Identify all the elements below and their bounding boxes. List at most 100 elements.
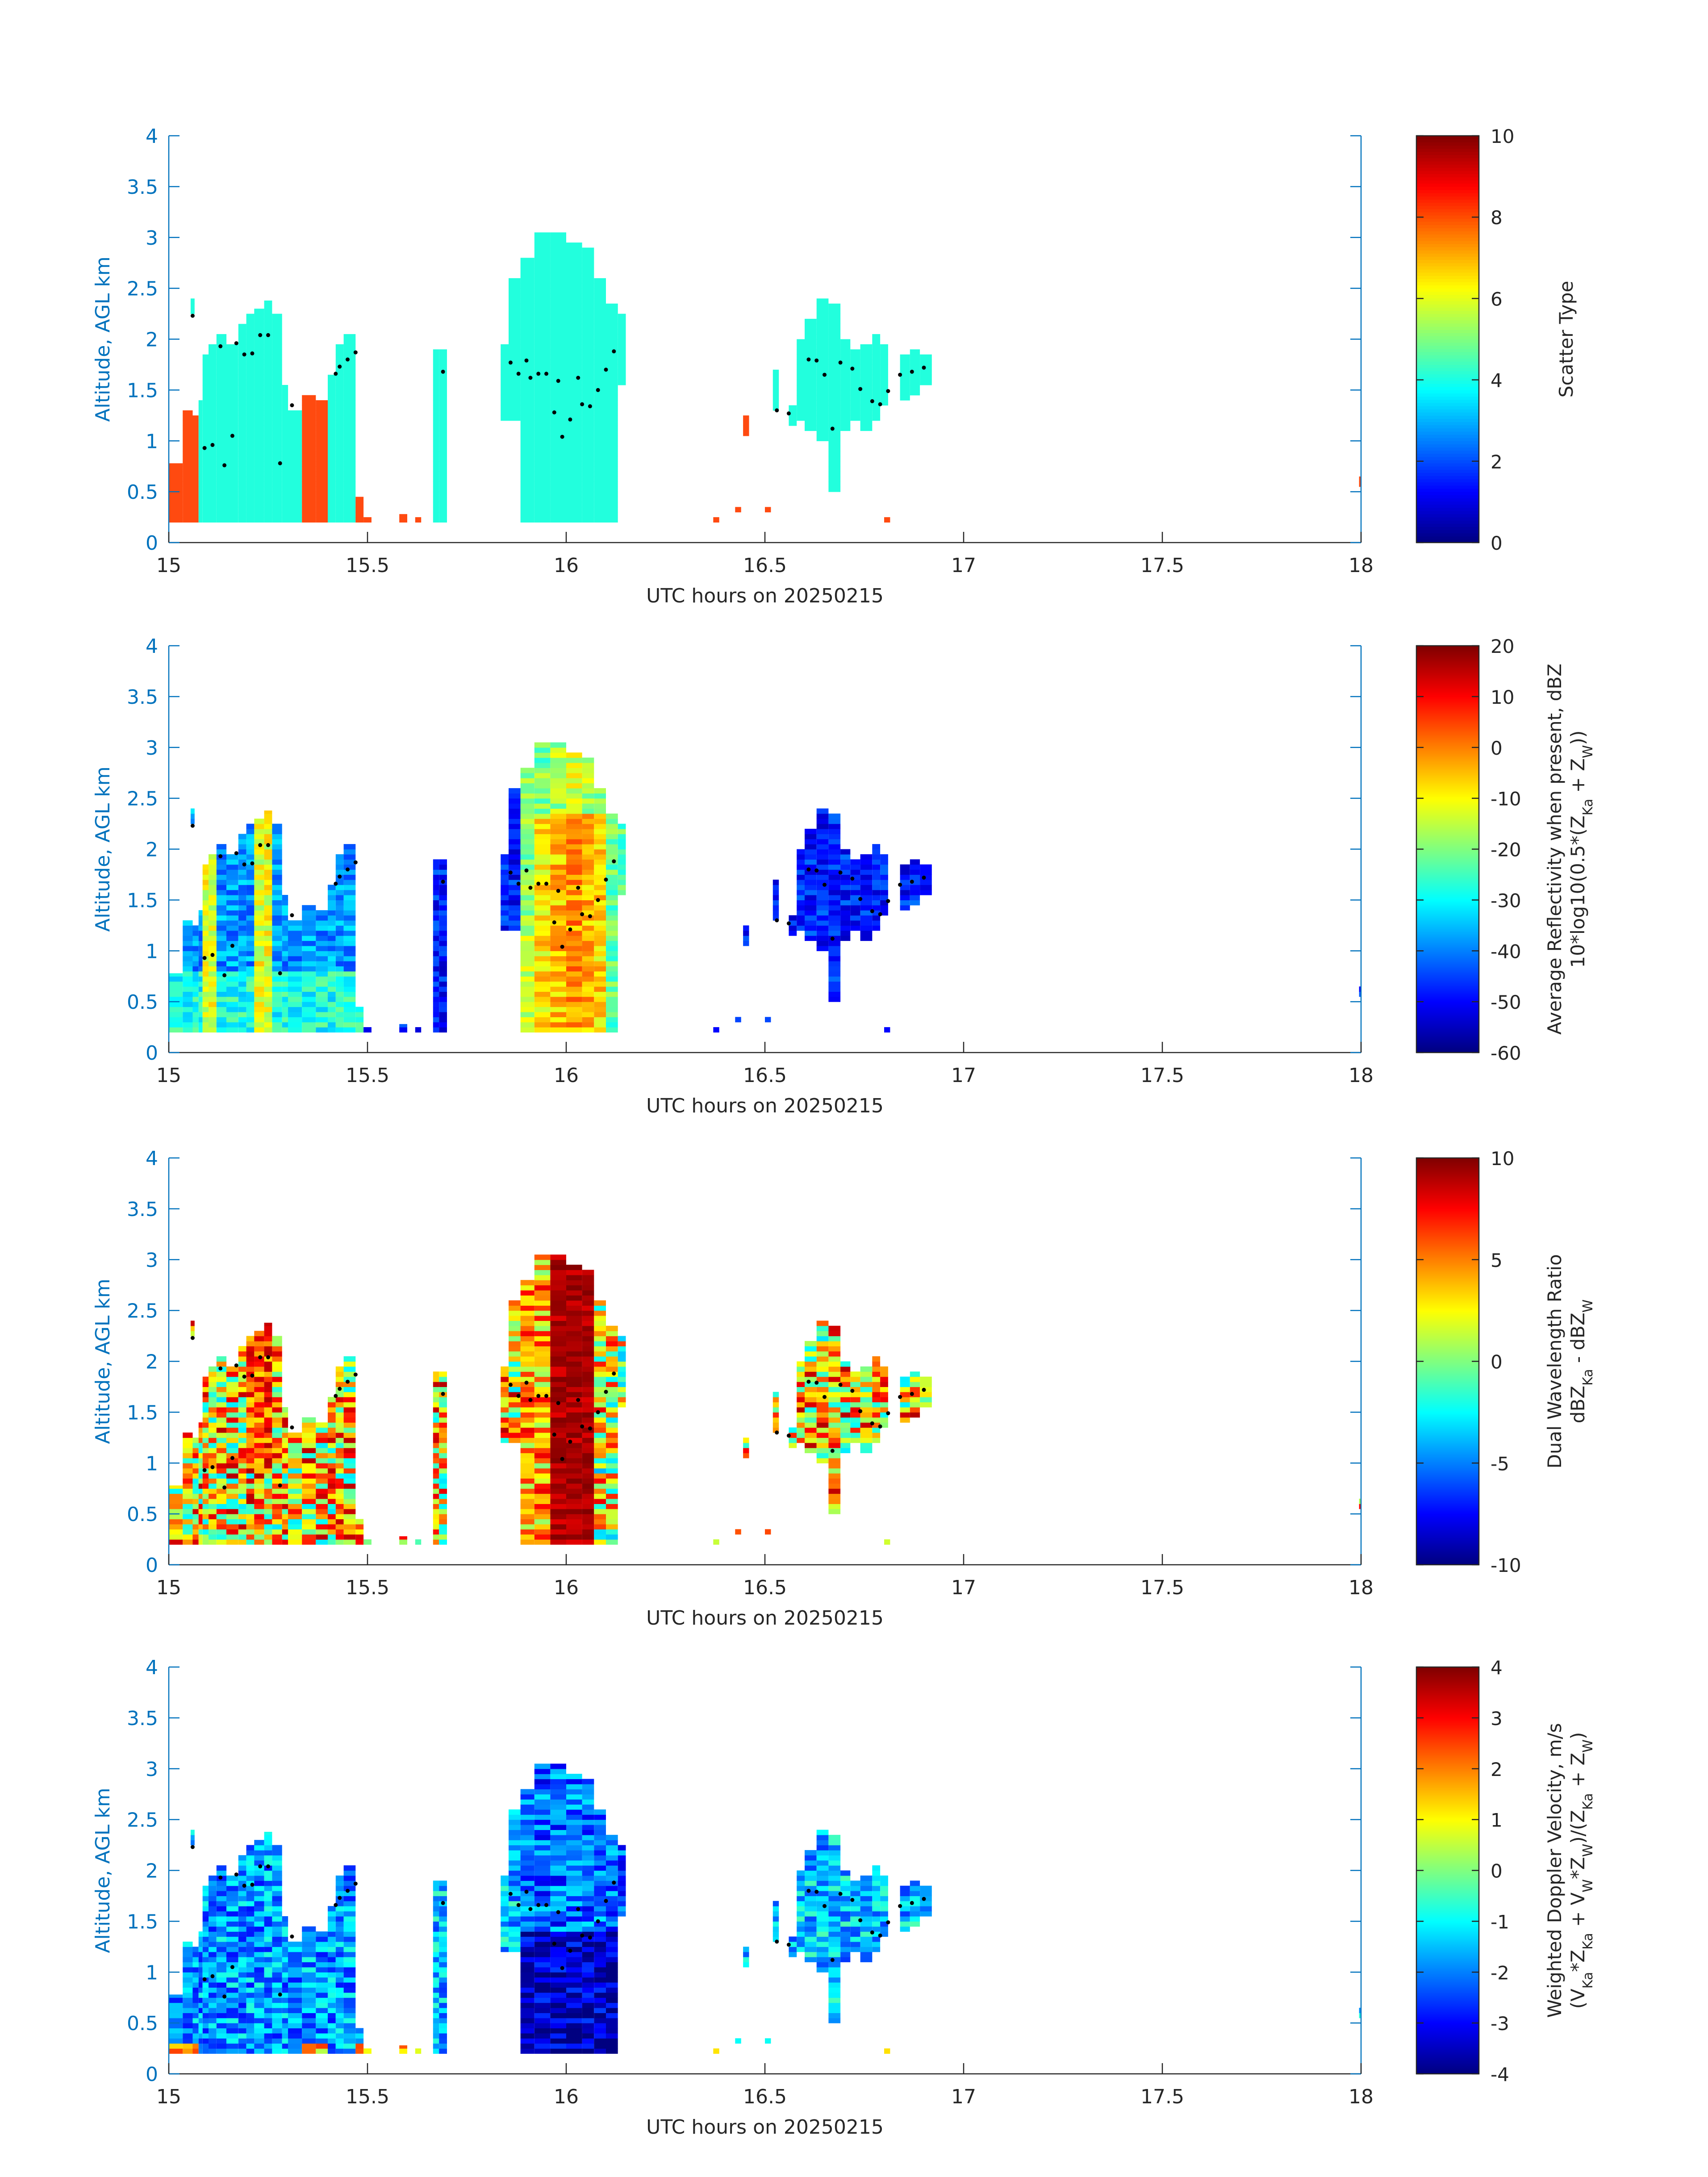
heatmap-cell <box>343 1442 356 1448</box>
colorbar-step <box>1416 736 1479 738</box>
heatmap-cell <box>202 1417 209 1423</box>
cloud-base-point <box>806 867 811 872</box>
heatmap-cell <box>797 869 805 875</box>
heatmap-cell <box>550 940 566 946</box>
heatmap-cell <box>509 1402 521 1408</box>
heatmap-cell <box>594 915 606 921</box>
heatmap-cell <box>202 1382 209 1387</box>
heatmap-cell <box>920 885 932 890</box>
heatmap-cell <box>582 1371 594 1377</box>
heatmap-cell <box>872 1427 881 1433</box>
heatmap-cell <box>550 318 566 324</box>
heatmap-cell <box>264 864 272 870</box>
heatmap-cell <box>198 456 203 462</box>
heatmap-cell <box>254 309 264 314</box>
heatmap-cell <box>288 996 302 1002</box>
heatmap-cell <box>288 1534 302 1540</box>
heatmap-cell <box>582 293 594 299</box>
heatmap-cell <box>850 1391 860 1397</box>
colorbar-step <box>1416 844 1479 846</box>
heatmap-cell <box>840 1412 851 1418</box>
heatmap-cell <box>433 869 439 875</box>
heatmap-cells <box>169 742 1361 1033</box>
heatmap-cell <box>534 966 551 972</box>
heatmap-cell <box>246 1534 255 1540</box>
heatmap-cell <box>566 1285 582 1291</box>
heatmap-cell <box>439 905 447 911</box>
heatmap-cell <box>582 339 594 345</box>
heatmap-cell <box>509 1417 521 1423</box>
heatmap-cell <box>209 471 217 477</box>
colorbar-step <box>1416 1517 1479 1519</box>
heatmap-cell <box>582 247 594 253</box>
heatmap-cell <box>238 839 246 844</box>
heatmap-cell <box>264 380 272 385</box>
colorbar-step <box>1416 989 1479 991</box>
heatmap-cell <box>264 976 272 982</box>
heatmap-cell <box>264 486 272 492</box>
heatmap-cell <box>216 991 227 997</box>
colorbar-step <box>1416 1393 1479 1395</box>
heatmap-cell <box>501 385 509 390</box>
heatmap-cell <box>316 910 328 916</box>
heatmap-cell <box>439 859 447 865</box>
heatmap-cell <box>582 369 594 375</box>
cloud-base-point <box>250 1373 255 1378</box>
colorbar-step <box>1416 517 1479 521</box>
heatmap-cell <box>192 1493 199 1499</box>
heatmap-cell <box>501 854 509 860</box>
heatmap-cell <box>805 420 817 426</box>
heatmap-cell <box>202 400 209 406</box>
heatmap-cell <box>328 1412 336 1418</box>
heatmap-cell <box>850 390 860 396</box>
heatmap-cell <box>828 1448 841 1454</box>
heatmap-cell <box>594 405 606 411</box>
heatmap-cell <box>264 1437 272 1443</box>
heatmap-cell <box>582 410 594 416</box>
heatmap-cell <box>254 1458 264 1463</box>
heatmap-cell <box>169 991 183 997</box>
heatmap-cell <box>566 517 582 523</box>
heatmap-cell <box>198 1437 203 1443</box>
heatmap-cell <box>582 1356 594 1362</box>
heatmap-cell <box>198 920 203 926</box>
heatmap-cell <box>582 1488 594 1494</box>
heatmap-cell <box>302 415 316 421</box>
heatmap-cell <box>920 364 932 370</box>
heatmap-cell <box>520 854 535 860</box>
heatmap-cell <box>316 461 328 467</box>
heatmap-cell <box>550 512 566 518</box>
heatmap-cell <box>246 359 255 365</box>
colorbar-step <box>1416 1515 1479 1517</box>
heatmap-cell <box>534 354 551 360</box>
heatmap-cell <box>743 415 749 421</box>
heatmap-cell <box>246 334 255 340</box>
heatmap-cell <box>238 1387 246 1392</box>
heatmap-cell <box>606 885 618 890</box>
heatmap-cell <box>860 936 873 941</box>
heatmap-cell <box>183 481 193 487</box>
heatmap-cell <box>288 430 302 436</box>
heatmap-cell <box>550 778 566 784</box>
heatmap-cell <box>550 1341 566 1346</box>
heatmap-cell <box>828 849 841 855</box>
heatmap-cell <box>850 1432 860 1438</box>
heatmap-cell <box>550 976 566 982</box>
heatmap-cell <box>238 1422 246 1428</box>
heatmap-cell <box>860 1448 873 1454</box>
heatmap-cell <box>209 956 217 961</box>
colorbar-step <box>1416 976 1479 978</box>
heatmap-cell <box>439 456 447 462</box>
colorbar-step <box>1416 1020 1479 1023</box>
heatmap-cell <box>282 1017 288 1023</box>
colorbar-step <box>1416 183 1479 187</box>
heatmap-cell <box>316 517 328 523</box>
heatmap-cell <box>238 1442 246 1448</box>
heatmap-cell <box>246 869 255 875</box>
heatmap-cell <box>202 905 209 911</box>
heatmap-cell <box>582 966 594 972</box>
heatmap-cell <box>534 1285 551 1291</box>
heatmap-cell <box>816 930 829 936</box>
heatmap-cell <box>202 430 209 436</box>
colorbar-step <box>1416 1415 1479 1417</box>
